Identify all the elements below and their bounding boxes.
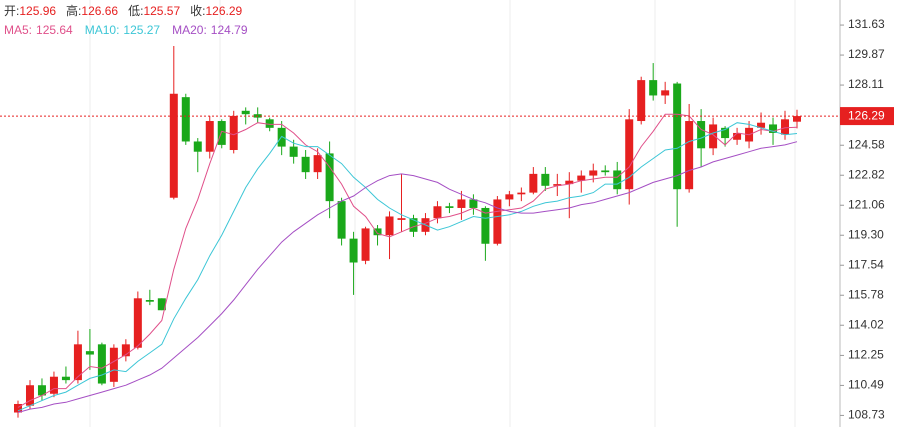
candle-body	[61, 376, 70, 381]
candle-body	[565, 180, 574, 185]
candle-body	[781, 119, 790, 135]
candle-body	[85, 351, 94, 355]
candle-body	[409, 218, 418, 232]
y-tick-label: 124.58	[848, 137, 885, 151]
candle-body	[445, 206, 454, 208]
candle-body	[325, 153, 334, 202]
candle-body	[205, 121, 214, 152]
ma-legend-label: MA5:	[4, 23, 32, 37]
candle-body	[193, 141, 202, 152]
y-tick-label: 110.49	[848, 378, 884, 392]
ma-legend-value: 125.27	[123, 23, 160, 37]
candle-body	[793, 116, 801, 122]
ohlc-label: 开:	[4, 4, 19, 18]
candle-body	[613, 170, 622, 190]
ma-legend-label: MA20:	[172, 23, 207, 37]
ma-legend-label: MA10:	[85, 23, 120, 37]
candle-body	[349, 238, 358, 263]
ohlc-label: 高:	[66, 3, 81, 18]
y-tick-label: 112.25	[848, 348, 884, 362]
candle-body	[25, 385, 34, 406]
ma-line	[17, 122, 798, 412]
y-tick-label: 117.54	[848, 257, 884, 271]
candle-body	[229, 115, 238, 151]
candle-body	[577, 175, 586, 181]
candle-body	[517, 192, 526, 195]
candle-body	[769, 124, 778, 133]
candle-body	[385, 216, 394, 236]
candle-body	[97, 344, 106, 384]
candle-body	[709, 124, 718, 149]
candle-body	[505, 194, 514, 200]
candle-body	[685, 121, 694, 190]
y-tick-label: 115.78	[848, 287, 884, 301]
ohlc-value: 126.66	[81, 4, 118, 18]
y-tick-label: 108.73	[848, 408, 885, 422]
ma-line	[17, 141, 798, 413]
candle-body	[757, 122, 766, 128]
candle-body	[469, 199, 478, 208]
candle-body	[109, 347, 118, 382]
candle-body	[697, 121, 706, 149]
y-tick-label: 119.30	[848, 227, 884, 241]
candle-body	[481, 207, 490, 244]
ohlc-header: 开:125.96 高:126.66 低:125.57 收:126.29	[4, 3, 243, 18]
ma-legend-value: 125.64	[36, 23, 73, 37]
ohlc-label: 收:	[190, 4, 205, 18]
candle-body	[265, 119, 274, 128]
candle-body	[433, 206, 442, 219]
last-price-box	[840, 107, 894, 126]
candle-body	[169, 93, 178, 198]
candle-body	[361, 228, 370, 261]
candle-body	[37, 385, 46, 396]
candle-body	[589, 170, 598, 176]
y-tick-label: 128.11	[848, 77, 884, 91]
y-tick-label: 129.87	[848, 47, 885, 61]
last-price-label: 126.29	[848, 108, 885, 122]
candle-body	[733, 132, 742, 140]
candle-body	[121, 344, 130, 357]
candle-body	[133, 298, 142, 348]
candle-body	[625, 119, 634, 190]
candle-body	[397, 218, 406, 220]
candle-body	[601, 170, 610, 173]
ohlc-value: 125.96	[19, 4, 56, 18]
candle-body	[157, 298, 166, 311]
candle-body	[145, 300, 154, 302]
candle-body	[553, 184, 562, 186]
candle-body	[301, 156, 310, 173]
ma-legend: MA5: 125.64 MA10: 125.27 MA20: 124.79	[4, 23, 248, 37]
ohlc-label: 低:	[128, 4, 143, 18]
ma-line	[17, 113, 798, 408]
candle-body	[73, 344, 82, 381]
y-tick-label: 114.02	[848, 317, 884, 331]
y-tick-label: 122.82	[848, 167, 885, 181]
candle-body	[337, 201, 346, 239]
y-tick-label: 131.63	[848, 17, 885, 31]
ohlc-value: 125.57	[143, 4, 180, 18]
candle-body	[373, 228, 382, 236]
candle-body	[529, 173, 538, 193]
candle-body	[637, 80, 646, 122]
candle-body	[721, 127, 730, 139]
candle-body	[181, 97, 190, 142]
candle-body	[313, 155, 322, 173]
y-tick-label: 121.06	[848, 197, 885, 211]
candle-body	[661, 90, 670, 96]
candle-body	[289, 146, 298, 157]
candle-body	[217, 121, 226, 145]
ohlc-value: 126.29	[205, 4, 242, 18]
ma-legend-value: 124.79	[211, 23, 248, 37]
candle-body	[649, 80, 658, 96]
candle-body	[493, 199, 502, 244]
candle-body	[541, 173, 550, 186]
candle-body	[673, 83, 682, 190]
candle-body	[457, 199, 466, 208]
candle-body	[241, 110, 250, 115]
candle-body	[49, 376, 58, 394]
candle-body	[14, 403, 22, 413]
